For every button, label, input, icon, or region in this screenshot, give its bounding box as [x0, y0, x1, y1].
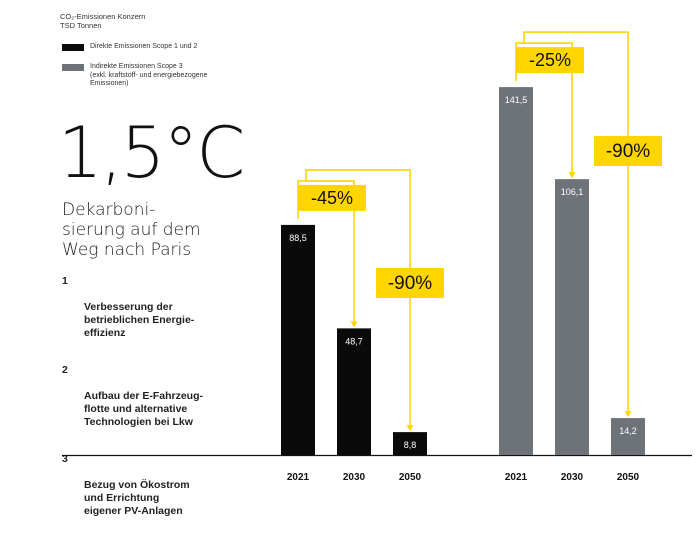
legend-swatch-gray [62, 64, 84, 71]
bar-2030 [337, 328, 371, 455]
list-number: 2 [62, 364, 68, 376]
bar-2050 [393, 432, 427, 455]
x-tick-label: 2050 [617, 472, 640, 483]
x-tick-label: 2021 [505, 472, 528, 483]
chart-title-line-1: CO₂-Emissionen Konzern [60, 12, 146, 21]
reduction-label: -90% [606, 141, 650, 162]
reduction-badge [376, 268, 444, 298]
arrowhead [350, 321, 358, 328]
reduction-badge [516, 47, 584, 74]
bar-2021 [281, 224, 315, 455]
chart-title-line-2: TSD Tonnen [60, 21, 102, 30]
arrowhead [568, 172, 576, 179]
legend-swatch-black [62, 44, 84, 51]
bar-value-label: 48,7 [345, 336, 363, 346]
list-item: 2 Aufbau der E-Fahrzeug- flotte und alte… [62, 364, 262, 442]
bar-value-label: 88,5 [289, 233, 307, 243]
x-tick-label: 2030 [561, 472, 584, 483]
reduction-bracket-outer [523, 31, 629, 413]
emissions-bar-chart: 88,5 2021 48,7 2030 8,8 2050 -45% -90% 141,5 2021… [62, 31, 692, 483]
bar-value-label: 14,2 [619, 426, 637, 436]
bar-value-label: 141,5 [505, 95, 528, 105]
legend-item-scope-3: Indirekte Emissionen Scope 3 (exkl. kraf… [62, 63, 282, 92]
chart-unit-title: CO₂-Emissionen Konzern TSD Tonnen [60, 12, 145, 30]
legend-label: Direkte Emissionen Scope 1 und 2 [90, 43, 198, 50]
reduction-label: -25% [529, 50, 571, 70]
legend-item-scope-1-2: Direkte Emissionen Scope 1 und 2 [62, 43, 282, 54]
bar-2050 [611, 418, 645, 455]
list-text: Verbesserung der betrieblichen Energie- … [84, 301, 195, 339]
temperature-headline: 1,5°C [58, 112, 245, 194]
reduction-bracket-outer [305, 169, 411, 427]
x-tick-label: 2030 [343, 472, 366, 483]
list-text: Aufbau der E-Fahrzeug- flotte und altern… [84, 390, 204, 428]
bar-2021 [499, 87, 533, 455]
bar-value-label: 106,1 [561, 187, 584, 197]
reduction-label: -45% [311, 188, 353, 208]
measures-list: 1 Verbesserung der betrieblichen Energie… [62, 275, 262, 542]
reduction-label: -90% [388, 273, 432, 294]
arrowhead [624, 411, 632, 418]
bar-2030 [555, 179, 589, 455]
reduction-badge [298, 184, 366, 211]
x-tick-label: 2050 [399, 472, 422, 483]
list-item: 1 Verbesserung der betrieblichen Energie… [62, 275, 262, 353]
decarbonization-subtitle: Dekarboni- sierung auf dem Weg nach Pari… [62, 200, 201, 260]
legend-label: Indirekte Emissionen Scope 3 (exkl. kraf… [90, 63, 208, 87]
x-tick-label: 2021 [287, 472, 310, 483]
arrowhead [406, 425, 414, 432]
bar-value-label: 8,8 [404, 440, 417, 450]
list-number: 3 [62, 453, 68, 465]
list-number: 1 [62, 275, 68, 287]
reduction-badge [594, 136, 662, 166]
